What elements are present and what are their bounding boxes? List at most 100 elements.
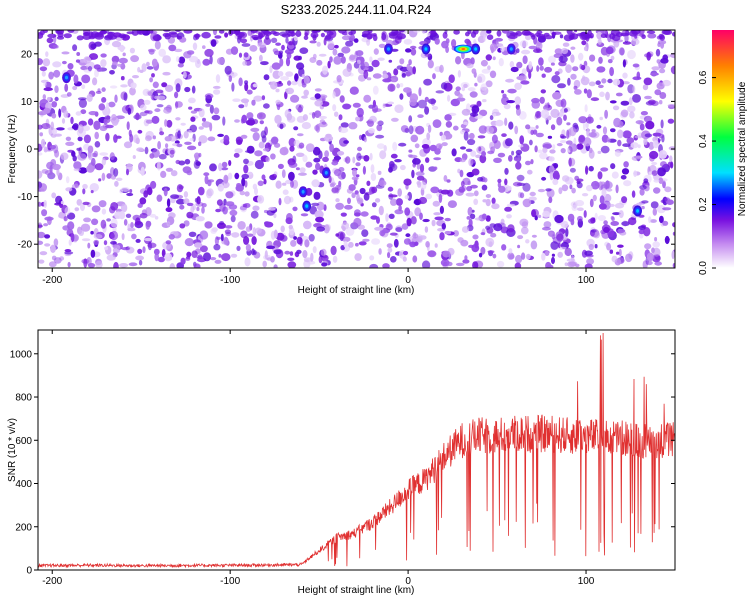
heatmap-cell (273, 229, 278, 239)
heatmap-cell (61, 51, 70, 55)
heatmap-cell (657, 42, 661, 47)
heatmap-cell (337, 30, 347, 34)
heatmap-cell (177, 130, 181, 139)
heatmap-cell (113, 261, 119, 268)
heatmap-cell (534, 215, 538, 221)
heatmap-cell (463, 121, 468, 126)
heatmap-cell (377, 57, 385, 61)
heatmap-cell (57, 32, 64, 38)
heatmap-cell (558, 55, 568, 63)
heatmap-cell (455, 86, 461, 91)
y-tick-label: 400 (15, 479, 32, 490)
heatmap-cell (376, 124, 383, 132)
heatmap-cell (441, 142, 448, 147)
heatmap-cell (425, 241, 430, 248)
heatmap-cell (201, 206, 205, 214)
heatmap-cell (88, 31, 94, 38)
heatmap-cell (362, 61, 370, 71)
heatmap-cell (667, 104, 675, 108)
heatmap-cell (48, 261, 57, 268)
heatmap-cell (408, 115, 413, 123)
heatmap-cell (101, 87, 106, 92)
heatmap-cell (342, 68, 352, 77)
heatmap-cell (132, 75, 139, 79)
heatmap-cell (542, 210, 551, 218)
heatmap-cell (224, 229, 231, 235)
heatmap-cell (129, 87, 136, 96)
heatmap-cell (345, 40, 354, 47)
heatmap-cell (530, 33, 535, 38)
heatmap-cell (600, 145, 610, 154)
heatmap-cell (47, 33, 57, 38)
heatmap-cell (91, 157, 96, 167)
heatmap-cell (492, 56, 496, 61)
heatmap-cell (54, 133, 62, 137)
heatmap-cell (462, 259, 470, 264)
heatmap-cell (477, 177, 484, 182)
heatmap-cell (45, 51, 49, 57)
heatmap-cell (622, 41, 632, 45)
heatmap-cell (606, 188, 613, 192)
heatmap-cell (274, 114, 282, 124)
heatmap-cell (135, 112, 140, 121)
heatmap-cell (409, 93, 419, 103)
heatmap-cell (521, 221, 529, 229)
heatmap-cell (539, 65, 544, 71)
heatmap-cell (211, 114, 221, 121)
heatmap-cell (427, 59, 434, 69)
heatmap-cell (68, 239, 72, 246)
heatmap-cell (659, 92, 667, 99)
heatmap-cell (590, 97, 600, 102)
heatmap-cell (183, 30, 193, 34)
heatmap-cell (394, 104, 404, 113)
heatmap-cell (389, 232, 398, 236)
heatmap-cell (550, 108, 560, 118)
heatmap-cell (539, 96, 545, 104)
heatmap-cell (314, 210, 324, 219)
heatmap-cell (470, 213, 476, 220)
heatmap-cell (281, 44, 285, 51)
heatmap-cell (65, 141, 75, 146)
heatmap-cell (390, 153, 398, 159)
heatmap-cell (281, 169, 286, 179)
heatmap-cell (273, 264, 278, 268)
heatmap-cell (366, 180, 371, 186)
heatmap-cell (300, 213, 309, 217)
heatmap-cell (296, 115, 306, 123)
heatmap-cell (586, 116, 594, 124)
heatmap-cell (111, 55, 120, 64)
heatmap-cell (302, 250, 308, 259)
heatmap-cell (578, 116, 588, 124)
heatmap-cell (238, 52, 243, 58)
heatmap-cell (485, 80, 493, 88)
heatmap-cell (299, 167, 306, 173)
heatmap-cell (418, 87, 422, 97)
heatmap-cell (258, 141, 265, 149)
heatmap-cell (373, 48, 379, 55)
heatmap-cell (321, 262, 328, 267)
heatmap-cell (154, 216, 159, 220)
heatmap-cell (262, 30, 271, 35)
heatmap-cell (395, 198, 403, 206)
heatmap-cell (498, 185, 506, 193)
heatmap-cell (223, 174, 229, 184)
heatmap-cell (405, 71, 411, 77)
heatmap-cell (529, 191, 536, 197)
heatmap-cell (528, 45, 538, 50)
heatmap-cell (566, 30, 573, 35)
heatmap-cell (165, 143, 169, 149)
heatmap-cell (110, 218, 118, 228)
heatmap-cell (234, 172, 240, 180)
heatmap-cell (170, 194, 180, 200)
heatmap-cell (304, 32, 309, 37)
heatmap-cell (82, 32, 91, 36)
x-tick-label: 100 (578, 576, 595, 587)
heatmap-cell (120, 84, 128, 88)
heatmap-cell (297, 107, 303, 112)
heatmap-cell (289, 251, 294, 256)
heatmap-cell (530, 240, 538, 250)
heatmap-cell (353, 38, 359, 43)
heatmap-cell (567, 213, 575, 222)
heatmap-cell (150, 180, 157, 189)
heatmap-cell (607, 78, 613, 84)
